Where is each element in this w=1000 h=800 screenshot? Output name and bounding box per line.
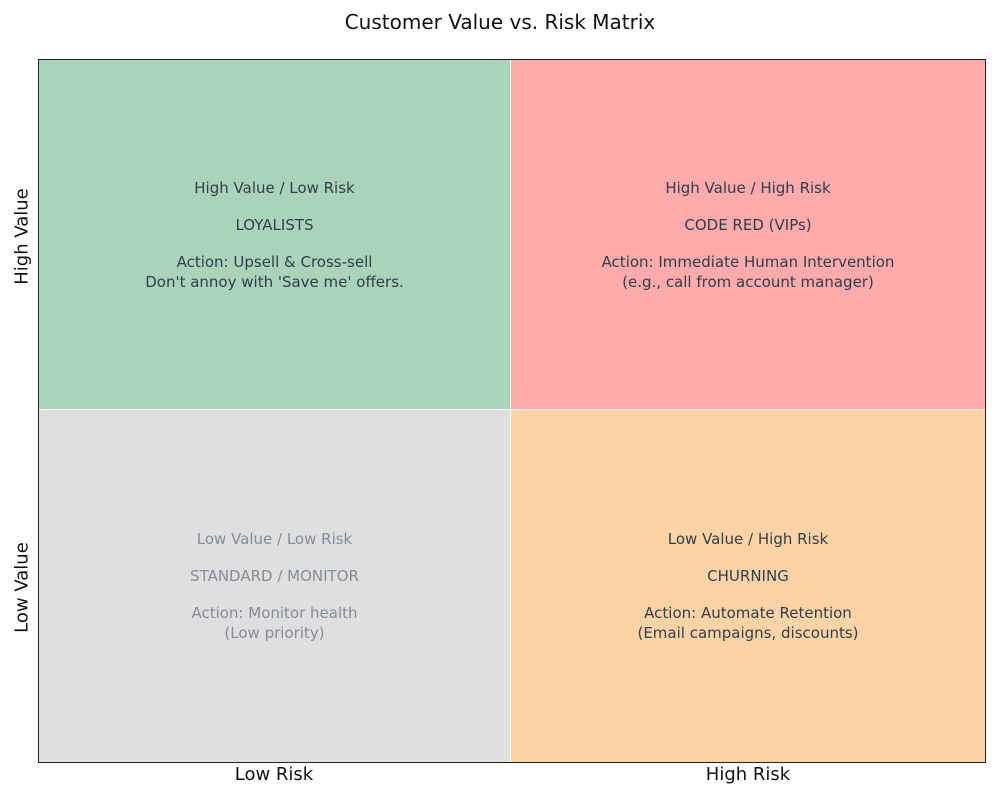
quadrant-high-value-high-risk: High Value / High Risk CODE RED (VIPs) A… [511, 60, 985, 410]
quadrant-segment: CHURNING [707, 567, 789, 585]
quadrant-note: (Low priority) [224, 624, 325, 642]
quadrant-action: Action: Monitor health [191, 604, 358, 622]
quadrant-heading: Low Value / High Risk [667, 530, 829, 548]
quadrant-low-value-low-risk: Low Value / Low Risk STANDARD / MONITOR … [39, 410, 511, 762]
quadrant-segment: STANDARD / MONITOR [190, 567, 359, 585]
quadrant-note: (Email campaigns, discounts) [637, 624, 859, 642]
quadrant-low-value-high-risk: Low Value / High Risk CHURNING Action: A… [511, 410, 985, 762]
quadrant-segment: LOYALISTS [235, 215, 314, 234]
quadrant-note: Don't annoy with 'Save me' offers. [145, 272, 404, 291]
quadrant-action: Action: Immediate Human Intervention [601, 252, 895, 271]
y-axis-label-high-value: High Value [11, 188, 33, 285]
x-axis-label-high-risk: High Risk [705, 764, 791, 785]
quadrant-heading: High Value / High Risk [665, 178, 831, 197]
quadrant-segment: CODE RED (VIPs) [684, 215, 812, 234]
quadrant-heading: High Value / Low Risk [194, 178, 355, 197]
quadrant-action: Action: Upsell & Cross-sell [176, 252, 373, 271]
chart-title: Customer Value vs. Risk Matrix [344, 10, 656, 34]
quadrant-note: (e.g., call from account manager) [622, 272, 874, 291]
matrix-frame: High Value / Low Risk LOYALISTS Action: … [38, 59, 986, 763]
x-axis-label-low-risk: Low Risk [234, 764, 314, 785]
quadrant-action: Action: Automate Retention [644, 604, 852, 622]
y-axis-label-low-value: Low Value [11, 542, 33, 633]
quadrant-heading: Low Value / Low Risk [196, 530, 353, 548]
quadrant-high-value-low-risk: High Value / Low Risk LOYALISTS Action: … [39, 60, 511, 410]
